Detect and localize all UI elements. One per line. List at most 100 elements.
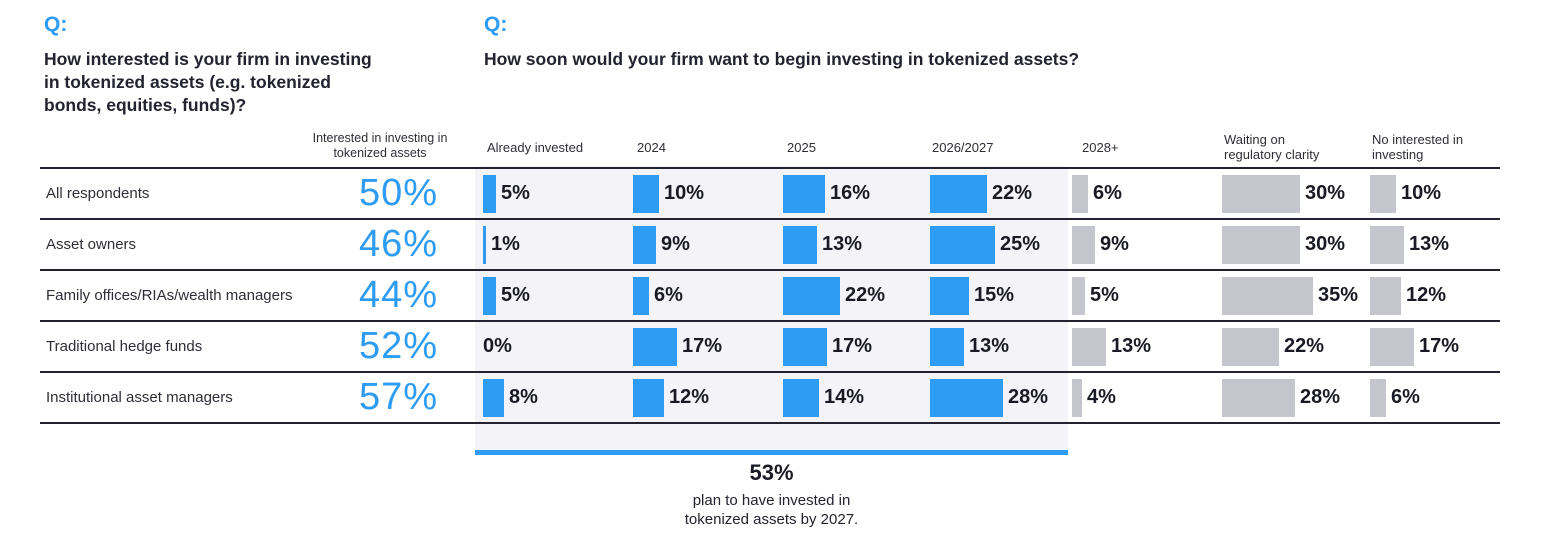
bar-cell: 17% (783, 321, 872, 372)
bar-cell: 9% (633, 219, 690, 270)
divider-line (40, 371, 1500, 373)
interest-column-header: Interested in investing in tokenized ass… (312, 131, 448, 160)
bar-cell: 4% (1072, 372, 1116, 423)
bar-cell: 30% (1222, 219, 1345, 270)
bar (1222, 225, 1300, 264)
bar (930, 174, 987, 213)
left-question-text: How interested is your firm in investing… (44, 49, 372, 115)
row-label: Family offices/RIAs/wealth managers (46, 287, 293, 304)
bar-value: 17% (1419, 335, 1460, 357)
bar-cell: 22% (1222, 321, 1324, 372)
bar-value: 14% (824, 386, 865, 408)
bar-cell: 1% (483, 219, 520, 270)
row-label: Institutional asset managers (46, 389, 233, 406)
bar (1222, 327, 1279, 366)
bar-value: 5% (1090, 284, 1119, 306)
table-row: Asset owners 46% 1% 9% 13% 25% 9% 30% 13% (0, 219, 1544, 270)
bar (1370, 276, 1401, 315)
column-header-already-invested: Already invested (487, 140, 584, 155)
left-question: Q: How interested is your firm in invest… (44, 12, 374, 117)
bar (783, 174, 825, 213)
divider-line (40, 422, 1500, 424)
bar (1222, 378, 1295, 417)
bar (1222, 276, 1313, 315)
row-label: Traditional hedge funds (46, 338, 203, 355)
bar (633, 378, 664, 417)
bar-value: 5% (501, 182, 530, 204)
bar (783, 225, 817, 264)
bar-cell: 16% (783, 168, 870, 219)
divider-line (40, 269, 1500, 271)
column-header-2025: 2025 (787, 140, 816, 155)
bar-value: 12% (669, 386, 710, 408)
bar-cell: 0% (483, 321, 512, 372)
bar-cell: 12% (633, 372, 709, 423)
bar-cell: 22% (783, 270, 885, 321)
interest-value: 52% (358, 325, 438, 367)
bar-value: 5% (501, 284, 530, 306)
bar-cell: 13% (783, 219, 862, 270)
bar-cell: 28% (930, 372, 1048, 423)
bar-cell: 6% (1370, 372, 1420, 423)
bar (783, 327, 827, 366)
interest-value: 57% (358, 376, 438, 418)
bar-value: 13% (1409, 233, 1450, 255)
callout-value: 53% (749, 460, 794, 485)
divider-line (40, 218, 1500, 220)
bar-cell: 30% (1222, 168, 1345, 219)
bar-value: 0% (483, 335, 512, 357)
callout: 53% plan to have invested in tokenized a… (475, 460, 1068, 529)
bar (1370, 174, 1396, 213)
bar-value: 9% (1100, 233, 1129, 255)
divider-line (40, 320, 1500, 322)
table-row: Family offices/RIAs/wealth managers 44% 5%… (0, 270, 1544, 321)
left-question-prefix: Q: (44, 13, 68, 36)
right-question-prefix: Q: (484, 13, 508, 36)
bar-cell: 17% (633, 321, 722, 372)
bar-cell: 10% (1370, 168, 1441, 219)
bar-value: 17% (682, 335, 723, 357)
column-header-waiting-regulatory: Waiting on regulatory clarity (1224, 132, 1320, 162)
bar-cell: 22% (930, 168, 1032, 219)
bar (930, 225, 995, 264)
bar-cell: 6% (1072, 168, 1122, 219)
bar-value: 30% (1305, 233, 1346, 255)
bar (633, 276, 649, 315)
bar-cell: 9% (1072, 219, 1129, 270)
bar (633, 225, 656, 264)
bar (483, 378, 504, 417)
bar-cell: 15% (930, 270, 1014, 321)
bar-value: 4% (1087, 386, 1116, 408)
bar-cell: 5% (483, 168, 530, 219)
bar-value: 15% (974, 284, 1015, 306)
bar-value: 6% (1093, 182, 1122, 204)
callout-caption: plan to have invested in tokenized asset… (684, 492, 859, 528)
bar (1072, 327, 1106, 366)
bar-value: 10% (664, 182, 705, 204)
bar-cell: 13% (1370, 219, 1449, 270)
bar (483, 225, 486, 264)
bar (1370, 327, 1414, 366)
bar-cell: 8% (483, 372, 538, 423)
bar-value: 28% (1300, 386, 1341, 408)
column-header-2024: 2024 (637, 140, 666, 155)
interest-value: 46% (358, 223, 438, 265)
bar-cell: 13% (1072, 321, 1151, 372)
highlight-underline (475, 450, 1068, 455)
bar-cell: 5% (483, 270, 530, 321)
bar-value: 1% (491, 233, 520, 255)
bar-cell: 6% (633, 270, 683, 321)
bar-value: 28% (1008, 386, 1049, 408)
bar-value: 13% (969, 335, 1010, 357)
interest-value: 50% (358, 172, 438, 214)
bar-cell: 13% (930, 321, 1009, 372)
bar-value: 22% (992, 182, 1033, 204)
bar-cell: 28% (1222, 372, 1340, 423)
bar (1370, 378, 1386, 417)
bar-value: 12% (1406, 284, 1447, 306)
bar (483, 276, 496, 315)
row-label: Asset owners (46, 236, 137, 253)
bar-cell: 14% (783, 372, 864, 423)
bar (483, 174, 496, 213)
bar-cell: 35% (1222, 270, 1358, 321)
